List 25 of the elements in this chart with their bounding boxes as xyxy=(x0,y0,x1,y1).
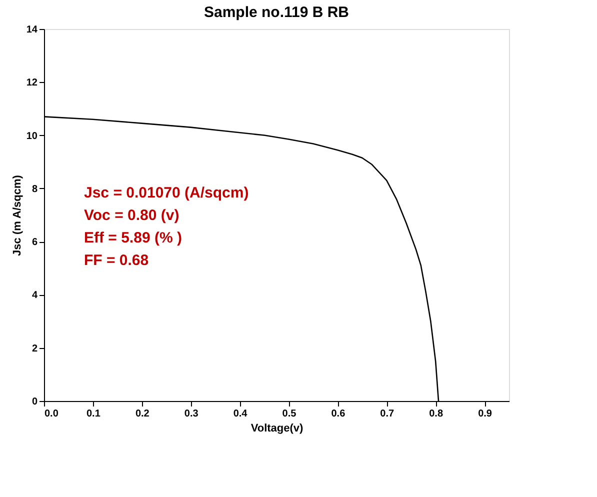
chart-title: Sample no.119 B RB xyxy=(204,4,350,21)
x-tick-label: 0.1 xyxy=(86,408,101,420)
y-tick-label: 14 xyxy=(26,24,38,36)
y-tick-label: 10 xyxy=(26,130,38,142)
x-tick-label: 0.7 xyxy=(380,408,395,420)
x-axis-title: Voltage(v) xyxy=(250,422,304,434)
y-tick-label: 12 xyxy=(26,78,38,89)
y-tick-label: 2 xyxy=(32,343,38,354)
annotation: Voc = 0.80 (v) xyxy=(84,206,180,224)
x-tick-label: 0.6 xyxy=(331,408,346,420)
y-tick-label: 4 xyxy=(32,290,38,302)
y-tick-label: 8 xyxy=(32,184,38,195)
x-tick-label: 0.5 xyxy=(282,408,297,420)
annotation: FF = 0.68 xyxy=(84,252,149,269)
x-tick-label: 0.4 xyxy=(233,408,248,420)
y-axis-title: Jsc (m A/sqcm) xyxy=(11,174,24,256)
x-tick-label: 0.9 xyxy=(478,408,492,420)
annotation: Eff = 5.89 (% ) xyxy=(84,229,182,246)
annotation: Jsc = 0.01070 (A/sqcm) xyxy=(84,184,249,202)
y-tick-label: 6 xyxy=(32,237,38,248)
y-tick-label: 0 xyxy=(32,396,38,408)
x-tick-label: 0.8 xyxy=(429,408,444,420)
x-tick-label: 0.0 xyxy=(44,408,59,420)
x-tick-label: 0.3 xyxy=(184,408,199,420)
x-tick-label: 0.2 xyxy=(135,408,150,420)
